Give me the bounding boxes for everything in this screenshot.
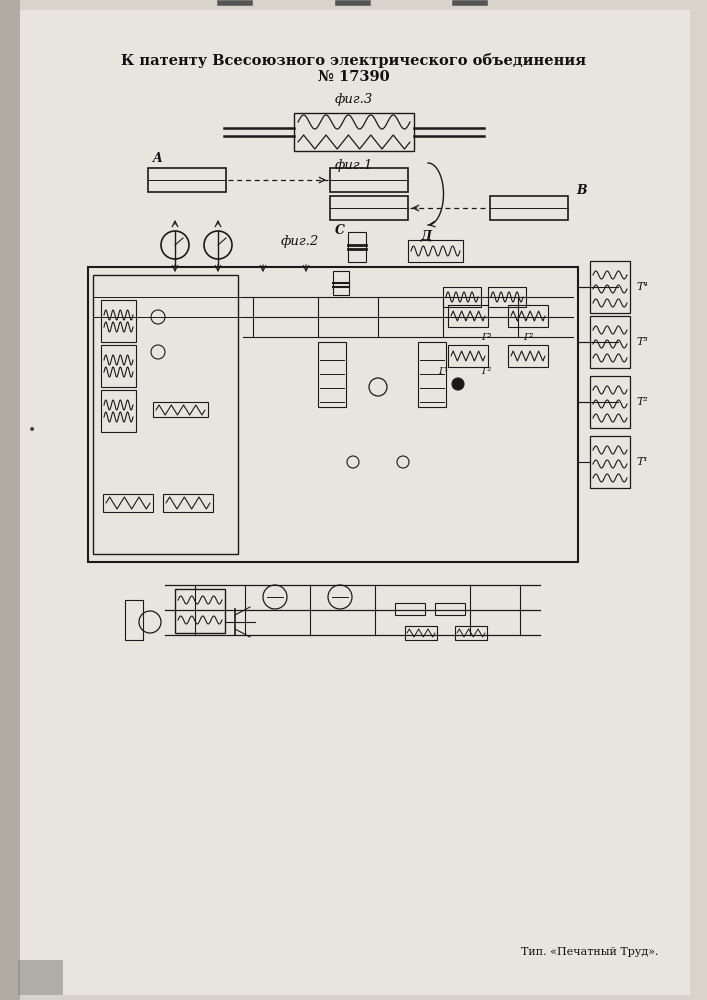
Bar <box>418 342 446 407</box>
Bar <box>508 345 548 367</box>
Bar <box>0 0 20 1000</box>
Bar <box>590 261 630 313</box>
Text: фиг.3: фиг.3 <box>335 94 373 106</box>
Bar <box>318 342 346 407</box>
Bar <box>348 232 366 262</box>
Text: Г³: Г³ <box>481 332 491 342</box>
Text: Г²: Г² <box>522 332 533 342</box>
Text: C: C <box>335 224 345 236</box>
Bar <box>148 168 226 192</box>
Bar <box>333 271 349 295</box>
Text: A: A <box>153 151 163 164</box>
Bar <box>330 168 408 192</box>
Text: Г²: Г² <box>481 367 491 376</box>
Text: № 17390: № 17390 <box>318 70 390 84</box>
Text: фиг.2: фиг.2 <box>281 235 319 248</box>
Bar <box>455 626 487 640</box>
Text: T¹: T¹ <box>636 457 648 467</box>
Bar <box>294 113 414 151</box>
Bar <box>448 345 488 367</box>
Text: Г¹: Г¹ <box>438 367 448 376</box>
Bar <box>101 345 136 387</box>
Bar <box>448 305 488 327</box>
Circle shape <box>452 378 464 390</box>
Text: К патенту Всесоюзного электрического объединения: К патенту Всесоюзного электрического объ… <box>122 52 587 68</box>
Bar <box>435 603 465 615</box>
Text: фиг.1: фиг.1 <box>335 158 373 172</box>
Bar <box>18 960 63 995</box>
Bar <box>163 494 213 512</box>
Bar <box>590 316 630 368</box>
Bar <box>590 436 630 488</box>
Bar <box>93 275 238 554</box>
Text: •: • <box>28 423 36 437</box>
Bar <box>101 300 136 342</box>
Text: T³: T³ <box>636 337 648 347</box>
Text: T²: T² <box>636 397 648 407</box>
Bar <box>395 603 425 615</box>
Bar <box>443 287 481 307</box>
Text: B: B <box>576 184 587 198</box>
Bar <box>330 196 408 220</box>
Bar <box>508 305 548 327</box>
Text: T⁴: T⁴ <box>636 282 648 292</box>
Bar <box>103 494 153 512</box>
Text: Тип. «Печатный Труд».: Тип. «Печатный Труд». <box>521 947 659 957</box>
Text: Д: Д <box>421 231 431 243</box>
Bar <box>488 287 526 307</box>
Bar <box>175 589 225 633</box>
Bar <box>125 600 143 640</box>
Bar <box>88 267 578 562</box>
Bar <box>405 626 437 640</box>
Bar <box>408 240 463 262</box>
Bar <box>490 196 568 220</box>
Bar <box>590 376 630 428</box>
Bar <box>153 402 208 417</box>
Bar <box>101 390 136 432</box>
